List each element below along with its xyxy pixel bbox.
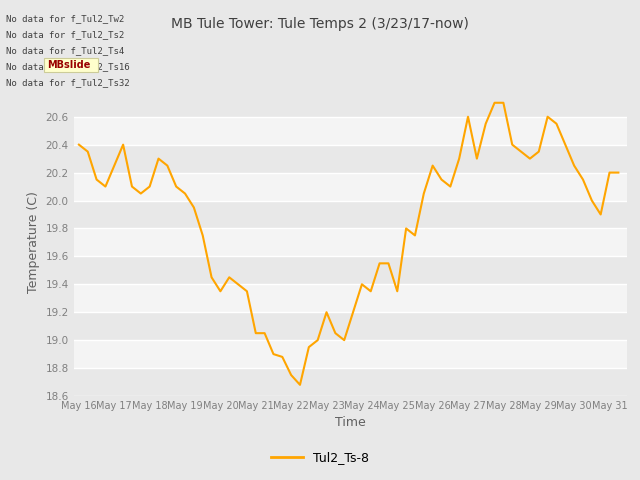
X-axis label: Time: Time	[335, 417, 366, 430]
Bar	[74, 144, 627, 173]
Text: MBslide: MBslide	[47, 60, 90, 70]
Bar	[74, 89, 627, 117]
Bar	[74, 312, 627, 340]
Text: MB Tule Tower: Tule Temps 2 (3/23/17-now): MB Tule Tower: Tule Temps 2 (3/23/17-now…	[171, 17, 469, 31]
Bar	[74, 228, 627, 256]
Text: No data for f_Tul2_Ts32: No data for f_Tul2_Ts32	[6, 78, 130, 87]
Bar	[74, 173, 627, 201]
Text: No data for f_Tul2_Ts4: No data for f_Tul2_Ts4	[6, 46, 125, 55]
Y-axis label: Temperature (C): Temperature (C)	[27, 192, 40, 293]
Bar	[74, 368, 627, 396]
Bar	[74, 201, 627, 228]
Bar	[74, 256, 627, 284]
Text: No data for f_Tul2_Ts2: No data for f_Tul2_Ts2	[6, 30, 125, 39]
Text: No data for f_Tul2_Tw2: No data for f_Tul2_Tw2	[6, 14, 125, 24]
Text: No data for f_Tul2_Ts16: No data for f_Tul2_Ts16	[6, 62, 130, 71]
Bar	[74, 117, 627, 144]
Bar	[74, 284, 627, 312]
Legend: Tul2_Ts-8: Tul2_Ts-8	[266, 446, 374, 469]
Bar	[74, 340, 627, 368]
